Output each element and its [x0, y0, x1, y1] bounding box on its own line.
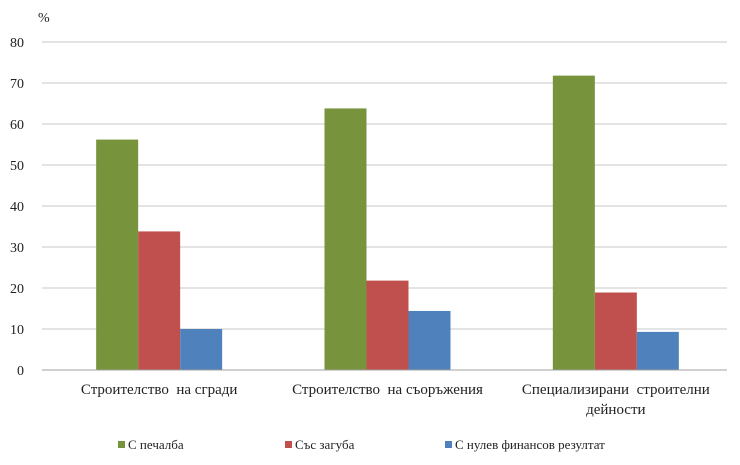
- y-tick-label: 80: [10, 36, 24, 51]
- category-labels: Строителство на сгради Строителство на съ…: [81, 382, 710, 418]
- legend: С печалба Със загуба С нулев финансов резу…: [118, 437, 605, 452]
- category-label: дейности: [586, 402, 645, 418]
- legend-label: С печалба: [128, 437, 184, 452]
- bar: [636, 331, 679, 370]
- legend-label: С нулев финансов резултат: [455, 437, 605, 452]
- y-axis-unit-label: %: [38, 11, 50, 26]
- y-tick-label: 40: [10, 200, 24, 215]
- bar: [96, 139, 139, 370]
- y-tick-label: 70: [10, 77, 24, 92]
- y-tick-label: 60: [10, 118, 24, 133]
- y-tick-label: 0: [17, 364, 24, 379]
- bar: [594, 292, 637, 370]
- legend-label: Със загуба: [295, 437, 355, 452]
- bar: [324, 108, 367, 371]
- bar: [366, 280, 409, 370]
- y-axis-ticks: 0 10 20 30 40 50 60 70 80: [10, 36, 24, 379]
- bar: [552, 75, 595, 371]
- y-tick-label: 10: [10, 323, 24, 338]
- y-tick-label: 20: [10, 282, 24, 297]
- legend-swatch: [118, 441, 125, 448]
- bars: [96, 75, 679, 371]
- category-label: Специализирани строителни: [522, 382, 710, 398]
- bar: [138, 231, 181, 370]
- legend-swatch: [445, 441, 452, 448]
- bar: [408, 310, 451, 370]
- y-tick-label: 30: [10, 241, 24, 256]
- y-tick-label: 50: [10, 159, 24, 174]
- category-label: Строителство на съоръжения: [292, 382, 483, 398]
- bar: [180, 329, 223, 370]
- category-label: Строителство на сгради: [81, 382, 238, 398]
- legend-swatch: [285, 441, 292, 448]
